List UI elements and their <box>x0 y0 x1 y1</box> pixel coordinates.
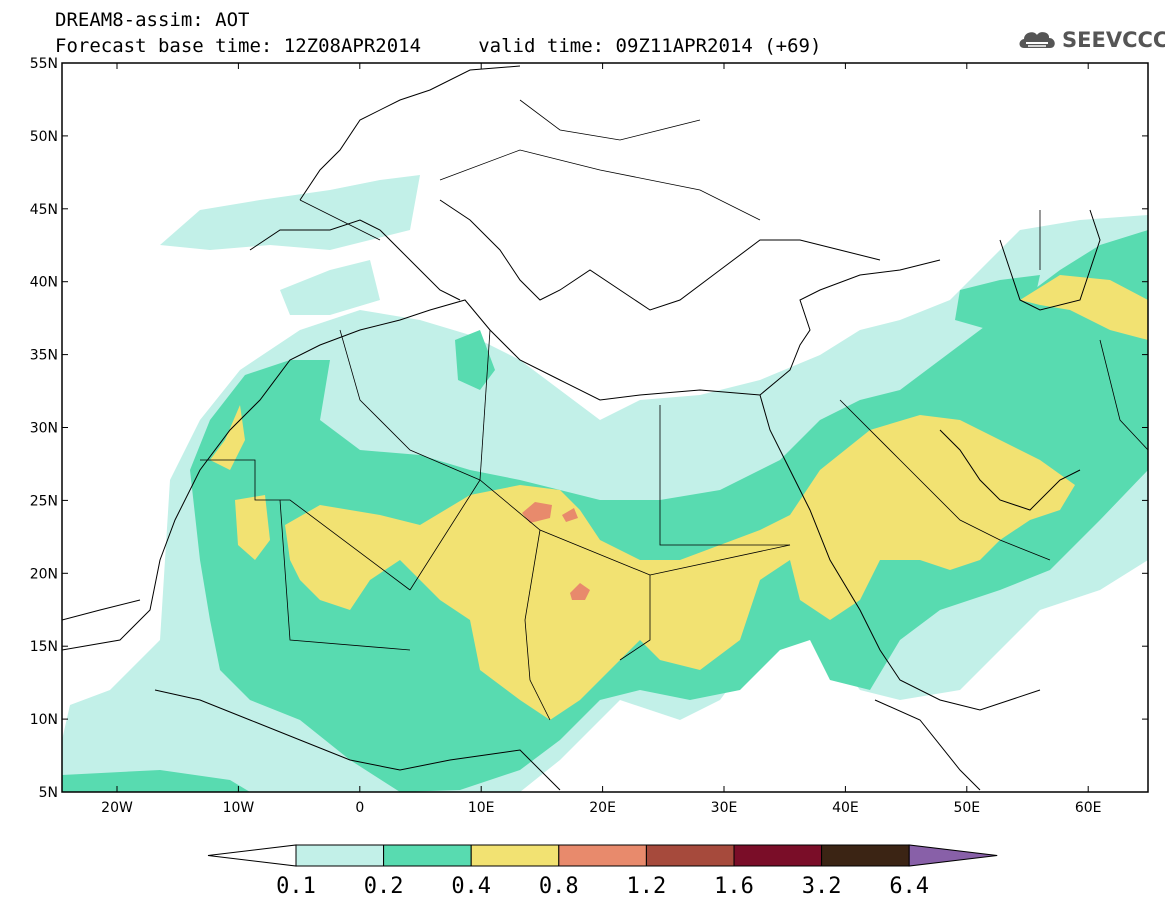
y-tick-label: 15N <box>30 639 58 655</box>
colorbar-label: 0.1 <box>276 874 316 899</box>
colorbar-swatch <box>558 844 647 867</box>
x-tick-label: 50E <box>953 800 980 816</box>
x-tick-label: 0 <box>355 800 364 816</box>
colorbar-label: 0.8 <box>539 874 579 899</box>
colorbar-label: 1.2 <box>627 874 667 899</box>
aot-field <box>62 175 1148 792</box>
colorbar-low-arrow <box>207 844 297 867</box>
x-tick-label: 10E <box>468 800 495 816</box>
x-tick-label: 20E <box>589 800 616 816</box>
y-tick-label: 40N <box>30 275 58 291</box>
colorbar-swatch <box>733 844 823 867</box>
aot-contour-0.8 <box>522 502 590 600</box>
colorbar-high-arrow <box>908 844 998 867</box>
x-tick-label: 60E <box>1075 800 1102 816</box>
y-tick-label: 30N <box>30 421 58 437</box>
cloud-icon <box>1019 32 1055 48</box>
colorbar-swatch <box>645 844 735 867</box>
x-tick-label: 30E <box>711 800 738 816</box>
y-tick-label: 55N <box>30 56 58 72</box>
x-tick-label: 20W <box>101 800 133 816</box>
colorbar-label: 0.4 <box>451 874 491 899</box>
x-axis: 20W 10W 0 10E 20E 30E 40E 50E 60E <box>101 63 1102 816</box>
colorbar-label: 0.2 <box>364 874 404 899</box>
map-title: DREAM8-assim: AOT <box>55 9 250 31</box>
colorbar-swatch <box>295 844 385 867</box>
seevccc-logo: SEEVCCC <box>1016 26 1165 52</box>
y-tick-label: 5N <box>39 785 58 801</box>
y-tick-label: 25N <box>30 493 58 509</box>
y-tick-label: 50N <box>30 129 58 145</box>
colorbar-swatch <box>383 844 472 867</box>
aot-contour-0.2 <box>62 230 1148 792</box>
colorbar-swatch <box>470 844 560 867</box>
y-tick-label: 45N <box>30 202 58 218</box>
colorbar-label: 1.6 <box>714 874 754 899</box>
colorbar-label: 3.2 <box>802 874 842 899</box>
colorbar-label: 6.4 <box>889 874 929 899</box>
aot-contour-0.4 <box>210 275 1148 720</box>
y-tick-label: 10N <box>30 712 58 728</box>
y-tick-label: 20N <box>30 566 58 582</box>
y-axis: 55N 50N 45N 40N 35N 30N 25N 20N 15N 10N 5N <box>30 56 1148 801</box>
y-tick-label: 35N <box>30 348 58 364</box>
x-tick-label: 40E <box>832 800 859 816</box>
borders <box>200 99 1148 721</box>
colorbar: 0.1 0.2 0.4 0.8 1.2 1.6 3.2 6.4 <box>207 844 998 899</box>
map-subtitle: Forecast base time: 12Z08APR2014 valid t… <box>55 35 822 57</box>
logo-text: SEEVCCC <box>1062 28 1165 52</box>
x-tick-label: 10W <box>223 800 255 816</box>
colorbar-swatch <box>821 844 910 867</box>
